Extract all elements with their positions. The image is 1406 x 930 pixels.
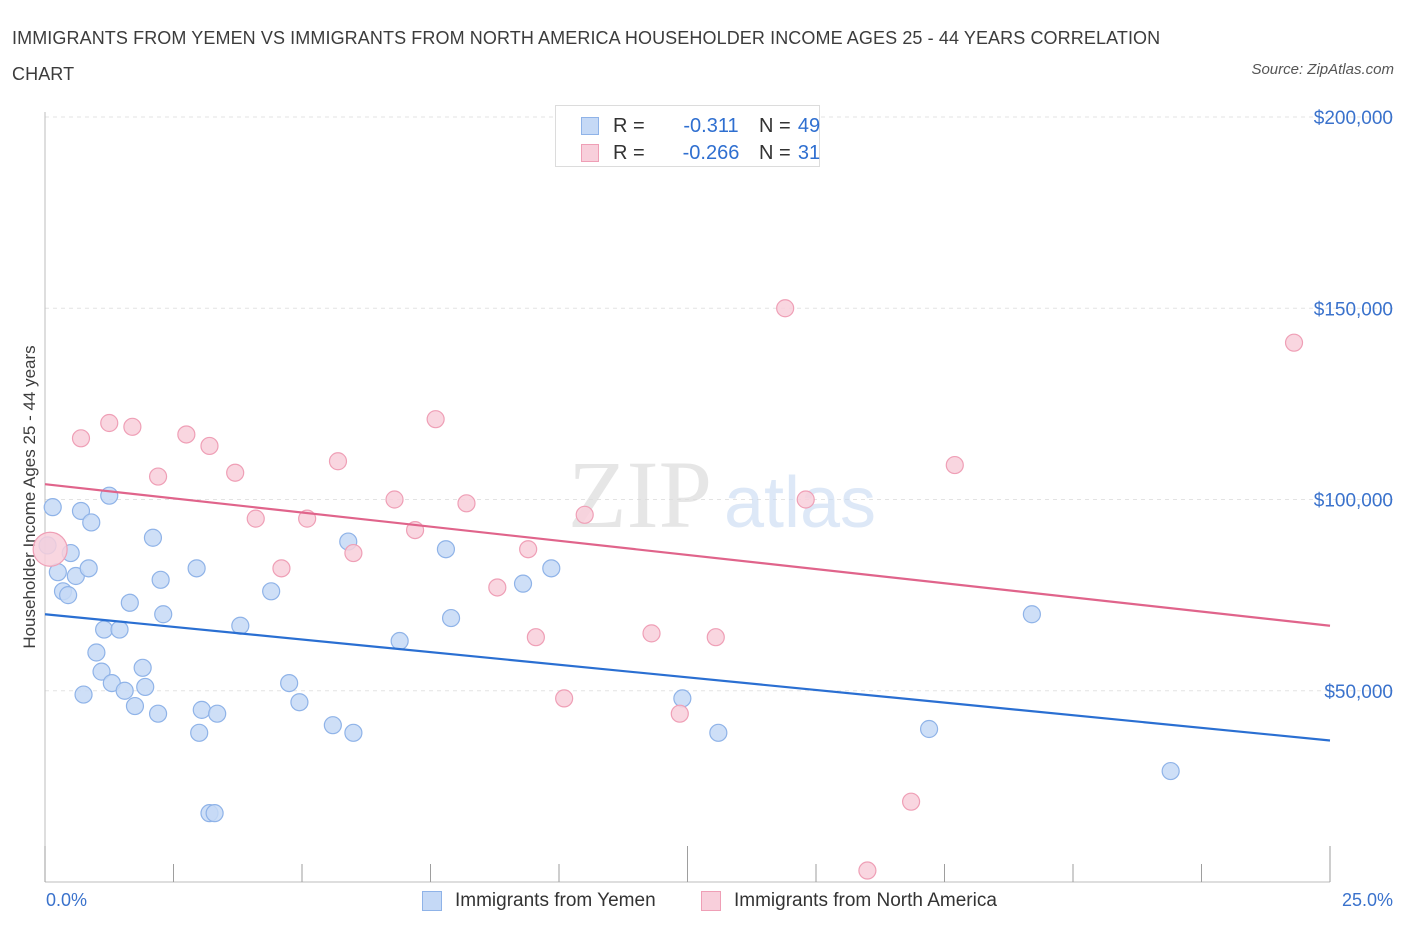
north-america-point <box>148 467 168 486</box>
r-value: -0.266 <box>682 142 740 164</box>
yemen-swatch <box>581 117 599 135</box>
yemen-point <box>390 631 409 651</box>
north-america-point <box>328 452 348 471</box>
north-america-point <box>344 543 363 563</box>
r-label: R = <box>613 115 645 137</box>
y-tick-label: $50,000 <box>1324 682 1393 703</box>
north-america-point <box>519 540 538 559</box>
yemen-point <box>542 559 561 578</box>
north-america-point <box>706 628 725 647</box>
north-america-point <box>945 455 964 475</box>
north-america-point <box>488 578 507 597</box>
yemen-point <box>92 662 111 681</box>
yemen-trend-line <box>44 613 1331 742</box>
yemen-point <box>133 658 152 677</box>
yemen-point <box>74 685 93 704</box>
yemen-point <box>919 719 939 739</box>
yemen-point <box>709 723 728 742</box>
yemen-point <box>673 689 692 708</box>
north-america-point <box>796 490 815 509</box>
north-america-point <box>526 628 545 647</box>
yemen-point <box>43 498 62 517</box>
yemen-point <box>59 586 78 605</box>
yemen-point <box>115 681 134 700</box>
north-america-point <box>426 410 445 429</box>
yemen-point <box>513 574 533 593</box>
n-value: 31 <box>797 142 821 164</box>
north-america-point <box>32 531 68 567</box>
y-tick-label: $200,000 <box>1314 108 1393 129</box>
yemen-point <box>190 723 209 742</box>
legend-north-america-swatch <box>701 891 721 911</box>
legend-yemen-swatch <box>422 891 442 911</box>
north-america-point <box>776 299 795 318</box>
yemen-point <box>280 673 299 693</box>
yemen-point <box>290 693 309 712</box>
yemen-point <box>143 528 163 547</box>
yemen-point <box>323 716 342 735</box>
n-label: N = <box>759 115 791 137</box>
north-america-trend-line <box>44 483 1331 627</box>
north-america-point <box>1284 333 1304 352</box>
north-america-point <box>272 559 291 578</box>
north-america-point <box>901 792 921 811</box>
north-america-point <box>200 436 219 456</box>
north-america-point <box>457 494 476 513</box>
yemen-point <box>95 620 114 639</box>
north-america-point <box>123 417 142 436</box>
north-america-point <box>575 505 594 524</box>
north-america-swatch <box>581 144 599 162</box>
yemen-point <box>208 704 227 723</box>
north-america-point <box>642 624 661 643</box>
stats-box: R = -0.311 N = 49 R = -0.266 N = 31 <box>555 105 820 167</box>
n-label: N = <box>759 142 791 164</box>
north-america-point <box>555 689 574 708</box>
yemen-point <box>154 605 173 624</box>
north-america-point <box>177 425 196 444</box>
yemen-point <box>1022 605 1041 624</box>
y-tick-label: $150,000 <box>1314 299 1393 320</box>
x-tick-label-max: 25.0% <box>1341 890 1393 910</box>
north-america-point <box>226 463 245 482</box>
watermark-zip: ZIP <box>568 441 712 548</box>
yemen-point <box>136 677 155 697</box>
yemen-point <box>148 704 168 723</box>
north-america-point <box>71 429 91 448</box>
y-tick-label: $100,000 <box>1314 491 1393 512</box>
yemen-point <box>436 540 456 559</box>
north-america-point <box>246 509 265 528</box>
legend-north-america-label: Immigrants from North America <box>734 890 997 911</box>
legend-yemen-label: Immigrants from Yemen <box>455 890 656 911</box>
yemen-point <box>125 696 145 716</box>
yemen-point <box>1161 761 1180 781</box>
yemen-point <box>87 643 106 662</box>
north-america-point <box>100 413 119 433</box>
chart-title: IMMIGRANTS FROM YEMEN VS IMMIGRANTS FROM… <box>12 28 1161 84</box>
yemen-point <box>231 616 250 635</box>
n-value: 49 <box>797 115 821 137</box>
source-label: Source: ZipAtlas.com <box>1251 61 1394 78</box>
r-label: R = <box>613 142 645 164</box>
north-america-point <box>670 704 689 723</box>
yemen-point <box>262 582 281 601</box>
yemen-point <box>344 723 363 742</box>
north-america-point <box>858 861 877 880</box>
yemen-point <box>79 559 98 578</box>
yemen-point <box>151 570 170 589</box>
yemen-point <box>71 501 91 521</box>
x-tick-label-min: 0.0% <box>46 890 88 910</box>
yemen-point <box>110 620 129 639</box>
r-value: -0.311 <box>683 115 739 137</box>
yemen-point <box>205 804 224 823</box>
yemen-point <box>187 559 206 578</box>
north-america-point <box>385 490 404 509</box>
yemen-point <box>82 513 101 532</box>
yemen-point <box>120 593 139 612</box>
yemen-point <box>441 608 461 628</box>
yemen-point <box>192 700 211 719</box>
